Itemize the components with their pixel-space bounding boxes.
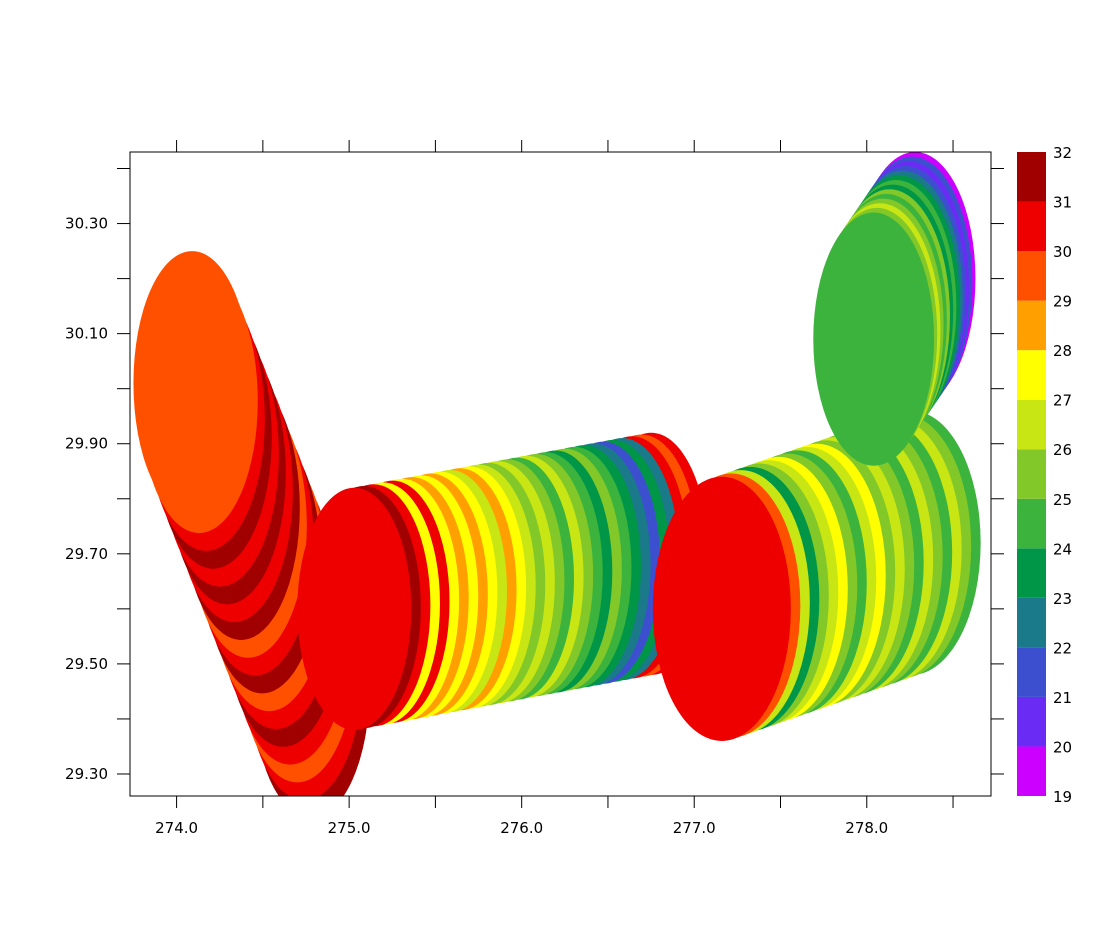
slice-b-0 [297, 487, 412, 730]
y-tick-label-3: 29.90 [65, 435, 108, 453]
colorbar-cell-3 [1017, 597, 1046, 648]
x-tick-label-2: 276.0 [500, 819, 543, 837]
slice-c-0 [652, 476, 791, 741]
x-tick-label-0: 274.0 [155, 819, 198, 837]
colorbar-label-5: 24 [1053, 540, 1072, 558]
colorbar-label-8: 27 [1053, 392, 1072, 410]
colorbar-cell-8 [1017, 350, 1046, 400]
y-axis-tick-labels: 29.30 29.50 29.70 29.90 30.10 30.30 [65, 215, 108, 783]
colorbar-cell-2 [1017, 647, 1046, 697]
track-segment-d [813, 152, 976, 466]
colorbar-cell-4 [1017, 548, 1046, 598]
colorbar-labels: 19 20 21 22 23 24 25 26 27 28 29 30 31 32 [1053, 144, 1072, 806]
track-segment-b [297, 432, 709, 730]
colorbar-label-7: 26 [1053, 441, 1072, 459]
colorbar-label-3: 22 [1053, 639, 1072, 657]
colorbar-label-6: 25 [1053, 491, 1072, 509]
x-tick-label-3: 277.0 [673, 819, 716, 837]
x-tick-label-1: 275.0 [328, 819, 371, 837]
colorbar-cell-9 [1017, 300, 1046, 351]
y-tick-label-0: 29.30 [65, 765, 108, 783]
x-tick-label-4: 278.0 [845, 819, 888, 837]
colorbar-cell-7 [1017, 399, 1046, 450]
y-tick-label-2: 29.70 [65, 545, 108, 563]
plot-frame [129, 151, 992, 797]
x-axis-tick-labels: 274.0 275.0 276.0 277.0 278.0 [155, 819, 888, 837]
colorbar [1017, 152, 1046, 796]
axis-ticks [117, 140, 1004, 808]
colorbar-label-0: 19 [1053, 788, 1072, 806]
colorbar-cell-0 [1017, 746, 1046, 796]
colorbar-cell-11 [1017, 201, 1046, 252]
y-tick-label-5: 30.30 [65, 215, 108, 233]
colorbar-cell-6 [1017, 449, 1046, 499]
slice-a-0 [133, 251, 251, 516]
colorbar-cell-12 [1017, 152, 1046, 202]
colorbar-label-13: 32 [1053, 144, 1072, 162]
y-tick-label-1: 29.50 [65, 655, 108, 673]
colorbar-label-11: 30 [1053, 243, 1072, 261]
colorbar-cell-1 [1017, 696, 1046, 747]
colorbar-label-10: 29 [1053, 293, 1072, 311]
colorbar-label-12: 31 [1053, 194, 1072, 212]
colorbar-label-9: 28 [1053, 342, 1072, 360]
colorbar-cell-5 [1017, 498, 1046, 549]
colorbar-label-1: 20 [1053, 738, 1072, 756]
slice-d-0 [813, 212, 935, 466]
track-segment-c [652, 410, 981, 741]
y-tick-label-4: 30.10 [65, 325, 108, 343]
colorbar-cell-10 [1017, 251, 1046, 301]
data-field [133, 152, 981, 796]
colorbar-label-2: 21 [1053, 689, 1072, 707]
colorbar-label-4: 23 [1053, 590, 1072, 608]
track-segment-a [133, 251, 370, 796]
